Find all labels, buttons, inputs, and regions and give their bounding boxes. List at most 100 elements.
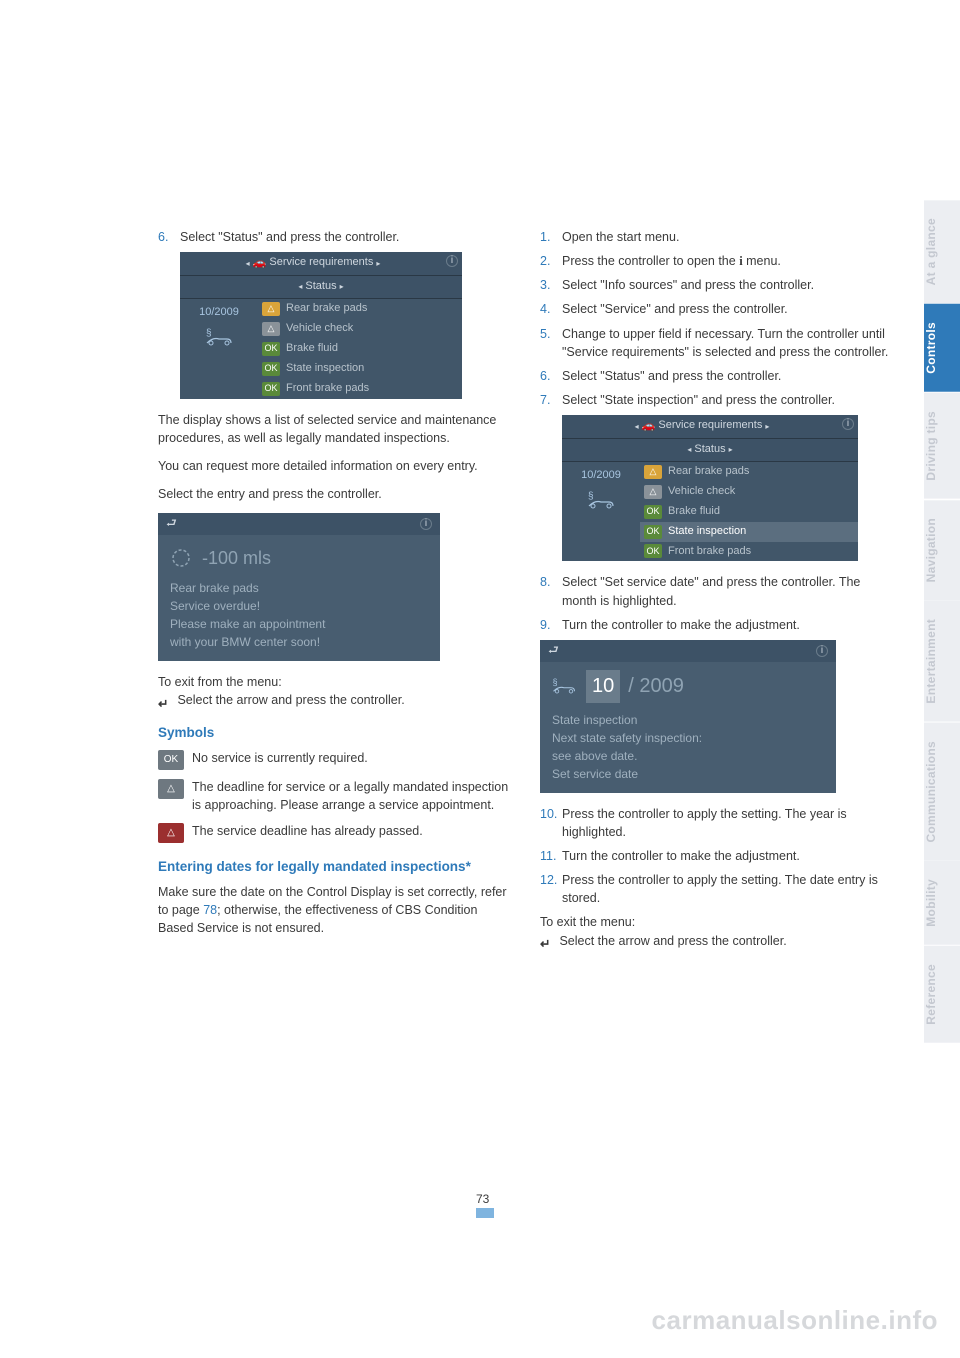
figure-row-highlighted: OK State inspection	[640, 522, 858, 542]
info-corner-icon: i	[816, 645, 828, 657]
service-car-icon: §	[203, 327, 235, 347]
content-area: 6. Select "Status" and press the control…	[0, 0, 924, 1358]
year-text: / 2009	[628, 672, 684, 701]
step-text: Open the start menu.	[562, 228, 894, 246]
info-corner-icon: i	[446, 255, 458, 267]
date-line: State inspection	[552, 711, 824, 729]
paragraph: Select the entry and press the controlle…	[158, 485, 512, 503]
step-number: 7.	[540, 391, 562, 409]
row-label: Brake fluid	[286, 341, 338, 357]
tab-mobility[interactable]: Mobility	[924, 861, 960, 945]
overdue-symbol-icon: △	[158, 823, 184, 843]
ok-badge-icon: OK	[262, 362, 280, 376]
month-highlighted: 10	[586, 670, 620, 703]
step-number: 9.	[540, 616, 562, 634]
nav-left-icon: ◂	[298, 282, 302, 291]
page-link[interactable]: 78	[203, 903, 217, 917]
step-text: Press the controller to apply the settin…	[562, 805, 894, 841]
step-item: 6.Select "Status" and press the controll…	[540, 367, 894, 385]
step-text: Select "Info sources" and press the cont…	[562, 276, 894, 294]
figure-date: 10/2009	[199, 306, 239, 318]
watermark: carmanualsonline.info	[652, 1305, 938, 1336]
step-number: 2.	[540, 252, 562, 270]
detail-top-bar: ⮐ i	[158, 513, 440, 535]
step-text: Select "State inspection" and press the …	[562, 391, 894, 409]
back-arrow-icon: ⮐	[166, 515, 177, 532]
date-line: Next state safety inspection:	[552, 729, 824, 747]
ok-symbol-icon: OK	[158, 750, 184, 770]
step-number: 1.	[540, 228, 562, 246]
figure-row: OK Brake fluid	[640, 502, 858, 522]
step-text: Change to upper field if necessary. Turn…	[562, 325, 894, 361]
exit-instruction: Select the arrow and press the controlle…	[158, 691, 512, 709]
page-number: 73	[476, 1192, 494, 1218]
nav-right-icon: ▸	[340, 282, 344, 291]
text-fragment: Press the controller to open the	[562, 254, 739, 268]
figure-breadcrumb: ◂ 🚗 Service requirements ▸ i	[180, 252, 462, 276]
figure-date-panel: 10/2009 §	[562, 462, 640, 562]
exit-instruction: Select the arrow and press the controlle…	[540, 932, 894, 950]
step-text: Select "Service" and press the controlle…	[562, 300, 894, 318]
tab-entertainment[interactable]: Entertainment	[924, 601, 960, 722]
date-top-bar: ⮐ i	[540, 640, 836, 662]
section-tabs-sidebar: At a glance Controls Driving tips Naviga…	[924, 0, 960, 1358]
ok-badge-icon: OK	[262, 342, 280, 356]
row-label: Brake fluid	[668, 504, 720, 520]
symbol-text: The service deadline has already passed.	[192, 822, 512, 840]
row-label: State inspection	[668, 524, 746, 540]
text-fragment: menu.	[743, 254, 781, 268]
date-mid: § 10 / 2009	[540, 662, 836, 711]
service-car-icon: §	[550, 675, 578, 697]
figure-subheader: ◂ Status ▸	[562, 439, 858, 462]
step-item: 8.Select "Set service date" and press th…	[540, 573, 894, 609]
step-number: 11.	[540, 847, 562, 865]
figure-list: △Rear brake pads △Vehicle check OKBrake …	[258, 299, 462, 399]
step-item: 5.Change to upper field if necessary. Tu…	[540, 325, 894, 361]
step-text: Turn the controller to make the adjustme…	[562, 616, 894, 634]
row-label: Front brake pads	[668, 544, 751, 560]
figure-row: OKFront brake pads	[640, 542, 858, 562]
detail-line: with your BMW center soon!	[170, 633, 428, 651]
step-item: 10.Press the controller to apply the set…	[540, 805, 894, 841]
warn-badge-icon: △	[262, 302, 280, 316]
figure-row: △Vehicle check	[258, 319, 462, 339]
date-line: Set service date	[552, 765, 824, 783]
step-number: 6.	[540, 367, 562, 385]
step-item: 4.Select "Service" and press the control…	[540, 300, 894, 318]
step-number: 10.	[540, 805, 562, 841]
ok-badge-icon: OK	[262, 382, 280, 396]
exit-line: To exit from the menu:	[158, 673, 512, 691]
symbols-heading: Symbols	[158, 723, 512, 743]
tab-at-a-glance[interactable]: At a glance	[924, 200, 960, 303]
symbol-row: OK No service is currently required.	[158, 749, 512, 770]
nav-right-icon: ▸	[765, 422, 769, 431]
tab-reference[interactable]: Reference	[924, 946, 960, 1043]
tab-navigation[interactable]: Navigation	[924, 500, 960, 600]
step-number: 12.	[540, 871, 562, 907]
tri-badge-icon: △	[262, 322, 280, 336]
info-corner-icon: i	[842, 418, 854, 430]
step-item: 1.Open the start menu.	[540, 228, 894, 246]
left-column: 6. Select "Status" and press the control…	[158, 228, 512, 1358]
tab-controls[interactable]: Controls	[924, 304, 960, 392]
step-text: Press the controller to apply the settin…	[562, 871, 894, 907]
detail-line: Rear brake pads	[170, 579, 428, 597]
figure-body: 10/2009 § △Rear brake pads △Vehicle chec…	[180, 299, 462, 399]
figure-row: OKState inspection	[258, 359, 462, 379]
service-requirements-figure: ◂ 🚗 Service requirements ▸ i ◂ Status ▸ …	[180, 252, 462, 398]
ok-badge-icon: OK	[644, 525, 662, 539]
tab-communications[interactable]: Communications	[924, 723, 960, 861]
symbol-text: No service is currently required.	[192, 749, 512, 767]
step-item: 9.Turn the controller to make the adjust…	[540, 616, 894, 634]
dates-heading: Entering dates for legally mandated insp…	[158, 857, 512, 877]
info-corner-icon: i	[420, 518, 432, 530]
step-number: 6.	[158, 228, 180, 246]
service-requirements-figure: ◂ 🚗 Service requirements ▸ i ◂ Status ▸ …	[562, 415, 858, 561]
tab-driving-tips[interactable]: Driving tips	[924, 393, 960, 499]
figure-breadcrumb: ◂ 🚗 Service requirements ▸ i	[562, 415, 858, 439]
service-car-icon: §	[585, 490, 617, 510]
miles-text: -100 mls	[202, 545, 271, 571]
date-lines: State inspection Next state safety inspe…	[540, 711, 836, 783]
ok-badge-icon: OK	[644, 505, 662, 519]
page: 6. Select "Status" and press the control…	[0, 0, 960, 1358]
